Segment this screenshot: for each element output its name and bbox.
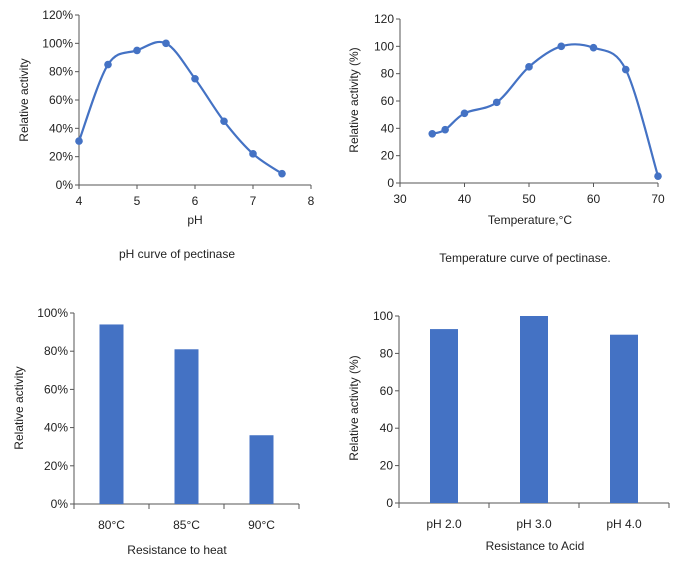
chart-2: 0 20 40 60 80 100 120 30 40 50 60 70 Temperature,°C R…	[347, 12, 665, 265]
data-point	[133, 46, 141, 55]
y-axis-label: Relative activity	[17, 58, 31, 141]
y-tick-label: 0%	[51, 497, 69, 511]
chart-3: 0% 20% 40% 60% 80% 100% 80°C 85°C 90°C Relative a…	[12, 306, 300, 557]
x-tick-label: 5	[134, 194, 141, 208]
data-point	[441, 125, 449, 134]
data-point	[191, 74, 199, 83]
x-axis-label: pH	[187, 213, 202, 227]
bar	[610, 334, 638, 503]
y-tick-label: 100	[373, 309, 393, 323]
y-tick-label: 80	[381, 67, 395, 81]
x-tick-label: 4	[76, 194, 83, 208]
y-tick-label: 80	[380, 346, 394, 360]
data-point	[278, 169, 286, 178]
y-tick-label: 0	[386, 496, 393, 510]
bar	[430, 329, 458, 503]
chart-caption: Temperature curve of pectinase.	[439, 251, 610, 265]
y-axis-label: Relative activity	[12, 366, 26, 449]
data-point	[162, 39, 170, 48]
data-point	[557, 42, 566, 51]
y-tick-label: 120%	[42, 8, 73, 22]
data-point	[104, 60, 112, 69]
data-point	[492, 98, 501, 107]
data-point	[428, 130, 437, 138]
y-tick-label: 40%	[44, 421, 68, 435]
y-tick-label: 100%	[42, 36, 73, 50]
x-tick-label: pH 2.0	[426, 517, 462, 531]
y-tick-label: 100	[374, 39, 394, 53]
y-tick-label: 80%	[49, 65, 73, 79]
x-tick-label: 60	[587, 192, 601, 206]
y-axis-label: Relative activity (%)	[347, 355, 361, 460]
data-point	[460, 109, 469, 118]
chart-caption: pH curve of pectinase	[119, 247, 235, 261]
y-tick-label: 0	[387, 176, 394, 190]
y-axis-label: Relative activity (%)	[347, 47, 361, 152]
x-tick-label: 80°C	[98, 518, 125, 532]
x-tick-label: pH 3.0	[516, 517, 552, 531]
y-tick-label: 40%	[49, 121, 73, 135]
y-tick-label: 60%	[49, 93, 73, 107]
x-tick-label: 6	[192, 194, 199, 208]
x-tick-label: 70	[651, 192, 665, 206]
y-tick-label: 40	[381, 121, 395, 135]
x-tick-label: 85°C	[173, 518, 200, 532]
y-tick-label: 60	[380, 384, 394, 398]
y-tick-label: 20%	[49, 150, 73, 164]
chart-4: 0 20 40 60 80 100 pH 2.0 pH 3.0 pH 4.0 Relative a…	[347, 309, 670, 553]
y-tick-label: 100%	[37, 306, 68, 320]
x-tick-label: 8	[308, 194, 315, 208]
y-tick-label: 80%	[44, 344, 68, 358]
x-tick-label: 7	[250, 194, 257, 208]
y-tick-label: 60	[381, 94, 395, 108]
data-point	[249, 150, 257, 158]
x-tick-label: 30	[393, 192, 407, 206]
x-tick-label: pH 4.0	[606, 517, 642, 531]
y-tick-label: 20%	[44, 459, 68, 473]
data-point	[589, 43, 598, 52]
data-point	[75, 137, 83, 145]
chart-caption: Resistance to Acid	[486, 539, 585, 553]
y-tick-label: 40	[380, 421, 394, 435]
bar	[520, 316, 548, 503]
x-tick-label: 50	[522, 192, 536, 206]
y-tick-label: 20	[380, 459, 394, 473]
y-tick-label: 20	[381, 149, 395, 163]
bar	[174, 349, 199, 504]
y-tick-label: 0%	[56, 178, 74, 192]
bar	[99, 324, 124, 504]
x-tick-label: 40	[458, 192, 472, 206]
data-point	[621, 65, 630, 74]
x-tick-label: 90°C	[248, 518, 275, 532]
y-tick-label: 60%	[44, 382, 68, 396]
data-point	[525, 63, 533, 71]
data-point	[220, 117, 228, 126]
y-tick-label: 120	[374, 12, 394, 26]
x-axis-label: Temperature,°C	[488, 213, 572, 227]
chart-caption: Resistance to heat	[127, 543, 227, 557]
data-point	[654, 172, 662, 180]
chart-1: 0% 20% 40% 60% 80% 100% 120% 4 5 6 7 8 pH Relative ac…	[17, 8, 315, 261]
bar	[249, 435, 274, 504]
